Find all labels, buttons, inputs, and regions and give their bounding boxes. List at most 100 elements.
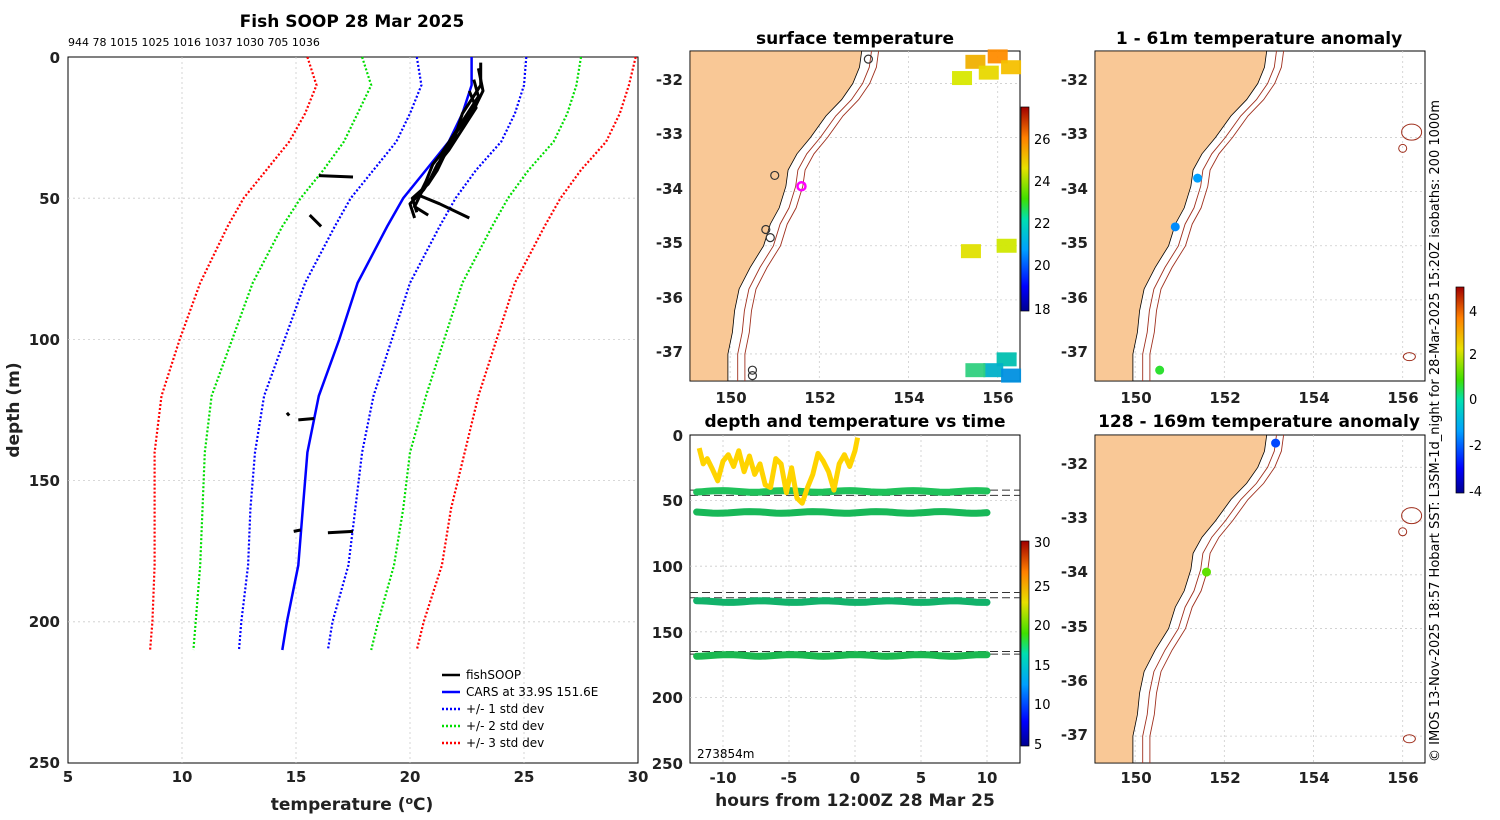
sst-colorbar <box>1020 106 1030 312</box>
map-ytick: -36 <box>1061 672 1088 690</box>
seamount-contour <box>1398 143 1408 153</box>
anomaly-point <box>1193 173 1203 183</box>
anom-shallow-panel: 1 - 61m temperature anomaly -32 -33 -34 … <box>1061 29 1426 407</box>
sst-pixel-patch <box>1001 368 1022 383</box>
time-yticks: 0 50 100 150 200 250 <box>652 427 683 773</box>
profile-xlabel: temperature (oC) <box>271 794 434 815</box>
sst-pixel-patch <box>965 54 986 69</box>
fish-soop-cast <box>327 529 354 535</box>
sst-map-yticks: -32 -33 -34 -35 -36 -37 <box>656 71 683 361</box>
profile-xticks: 5 10 15 20 25 30 <box>63 768 649 786</box>
profile-ytick: 150 <box>29 472 60 490</box>
xlabel-unit: C) <box>413 795 433 815</box>
map-xtick: 154 <box>1298 769 1329 787</box>
sst-pixel-patch <box>983 363 1004 378</box>
seamount-contour <box>1401 123 1423 141</box>
sst-pixel-patch <box>1001 60 1022 75</box>
profile-fish-casts <box>285 62 485 535</box>
profile-yticks: 0 50 100 150 200 250 <box>29 49 60 772</box>
legend-label: +/- 2 std dev <box>466 719 544 733</box>
time-cb-tick: 20 <box>1034 619 1051 634</box>
map-ytick: -34 <box>1061 563 1088 581</box>
profile-legend: fishSOOP CARS at 33.9S 151.6E +/- 1 std … <box>442 668 598 750</box>
observation-ring <box>863 54 873 64</box>
sst-pixel-patch <box>965 363 986 378</box>
profile-xtick: 15 <box>286 768 307 786</box>
time-xtick: 0 <box>850 769 860 787</box>
sst-pixel-patch <box>996 238 1017 253</box>
profile-ytick: 200 <box>29 613 60 631</box>
temperature-band <box>693 651 991 660</box>
sst-pixel-patch <box>996 352 1017 367</box>
map-ytick: -34 <box>1061 180 1088 198</box>
map-ytick: -37 <box>1061 343 1088 361</box>
std-minus3-line <box>149 56 318 651</box>
std-minus2-line <box>192 56 373 651</box>
map-ytick: -35 <box>1061 618 1088 636</box>
time-ytick: 0 <box>673 427 683 445</box>
coastline-land <box>689 50 863 382</box>
time-xtick: -10 <box>709 769 736 787</box>
observation-ring <box>747 365 758 375</box>
map-ytick: -33 <box>1061 509 1088 527</box>
anomaly-colorbar <box>1455 286 1465 494</box>
sst-cb-tick: 22 <box>1034 217 1051 232</box>
sst-cb-tick: 24 <box>1034 175 1051 190</box>
map-xtick: 154 <box>893 389 924 407</box>
time-xtick: 5 <box>916 769 926 787</box>
fish-soop-cast <box>298 417 315 422</box>
std-plus1-line <box>326 56 528 651</box>
fish-soop-cast <box>293 528 301 533</box>
sst-pixel-patch <box>952 71 973 86</box>
sst-map-panel: surface temperature -32 -33 -34 -35 -36 … <box>656 29 1051 407</box>
anom-cb-tick: -2 <box>1469 439 1482 454</box>
anom-deep-panel: 128 - 169m temperature anomaly -32 -33 -… <box>1061 412 1426 787</box>
time-cb-tick: 30 <box>1034 536 1051 551</box>
coastline-land <box>1094 434 1268 764</box>
xlabel-text: temperature ( <box>271 795 406 815</box>
anom-cb-tick: 0 <box>1469 393 1477 408</box>
isobath-200m <box>1142 50 1277 381</box>
anom-shallow-title: 1 - 61m temperature anomaly <box>1116 29 1402 49</box>
map-ytick: -36 <box>656 289 683 307</box>
time-cb-tick: 15 <box>1034 659 1051 674</box>
time-colorbar-ticks: 5 10 15 20 25 30 <box>1034 536 1051 753</box>
map-xtick: 150 <box>1120 769 1151 787</box>
profile-ytick: 50 <box>39 190 60 208</box>
seamount-isobaths <box>1398 507 1423 744</box>
time-ytick: 100 <box>652 558 683 576</box>
seamount-contour <box>1402 734 1416 744</box>
profile-ytick: 0 <box>50 49 60 67</box>
time-ytick: 150 <box>652 624 683 642</box>
fish-soop-cast <box>308 214 323 228</box>
isobath-200m <box>1142 434 1277 763</box>
time-ytick: 200 <box>652 689 683 707</box>
profile-xtick: 10 <box>172 768 193 786</box>
sst-map-title: surface temperature <box>756 29 954 49</box>
map-xtick: 154 <box>1298 389 1329 407</box>
time-colorbar <box>1020 540 1030 747</box>
observation-ring <box>765 233 775 243</box>
anom-deep-xticks: 150 152 154 156 <box>1120 769 1418 787</box>
time-grid <box>690 435 1020 763</box>
map-ytick: -36 <box>1061 289 1088 307</box>
std-plus3-line <box>415 56 637 651</box>
profile-ylabel: depth (m) <box>4 362 24 457</box>
anom-shallow-yticks: -32 -33 -34 -35 -36 -37 <box>1061 71 1088 361</box>
anomaly-point <box>1170 222 1180 232</box>
map-ytick: -33 <box>1061 125 1088 143</box>
time-panel: depth and temperature vs time 273854m 0 … <box>652 412 1051 811</box>
isobath-200m <box>737 50 872 381</box>
sst-pixel-patch <box>960 244 981 259</box>
legend-label: CARS at 33.9S 151.6E <box>466 685 598 699</box>
anomaly-points <box>1201 438 1281 577</box>
anomaly-point <box>1201 567 1211 577</box>
time-xlabel: hours from 12:00Z 28 Mar 25 <box>715 791 995 811</box>
map-ytick: -35 <box>1061 234 1088 252</box>
temperature-band <box>693 597 991 606</box>
map-ytick: -32 <box>656 71 683 89</box>
fish-soop-cast <box>417 79 480 220</box>
time-title: depth and temperature vs time <box>705 412 1006 432</box>
observation-ring <box>796 180 807 192</box>
